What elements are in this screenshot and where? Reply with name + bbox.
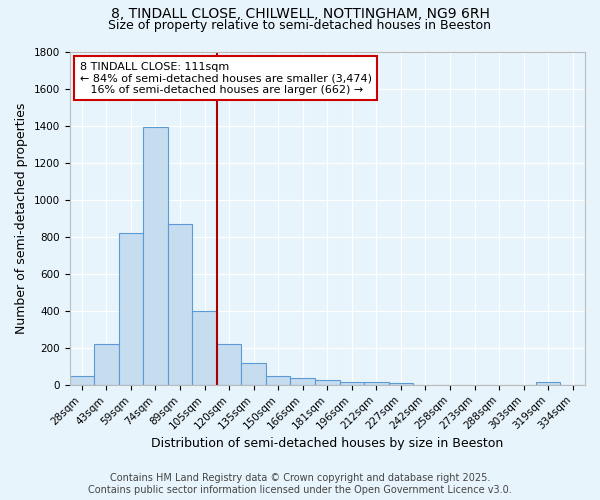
Bar — [119, 233, 143, 385]
Text: 8 TINDALL CLOSE: 111sqm
← 84% of semi-detached houses are smaller (3,474)
   16%: 8 TINDALL CLOSE: 111sqm ← 84% of semi-de… — [80, 62, 372, 94]
Bar — [340, 382, 364, 385]
Text: Contains HM Land Registry data © Crown copyright and database right 2025.
Contai: Contains HM Land Registry data © Crown c… — [88, 474, 512, 495]
Bar — [192, 311, 217, 385]
Bar — [70, 376, 94, 385]
X-axis label: Distribution of semi-detached houses by size in Beeston: Distribution of semi-detached houses by … — [151, 437, 503, 450]
Bar — [217, 344, 241, 385]
Bar — [290, 378, 315, 385]
Bar — [364, 382, 389, 385]
Bar — [94, 344, 119, 385]
Bar — [536, 382, 560, 385]
Bar — [315, 380, 340, 385]
Bar — [143, 128, 168, 385]
Y-axis label: Number of semi-detached properties: Number of semi-detached properties — [15, 102, 28, 334]
Bar — [266, 376, 290, 385]
Bar — [168, 224, 192, 385]
Bar — [389, 383, 413, 385]
Text: 8, TINDALL CLOSE, CHILWELL, NOTTINGHAM, NG9 6RH: 8, TINDALL CLOSE, CHILWELL, NOTTINGHAM, … — [110, 8, 490, 22]
Bar — [241, 362, 266, 385]
Text: Size of property relative to semi-detached houses in Beeston: Size of property relative to semi-detach… — [109, 19, 491, 32]
